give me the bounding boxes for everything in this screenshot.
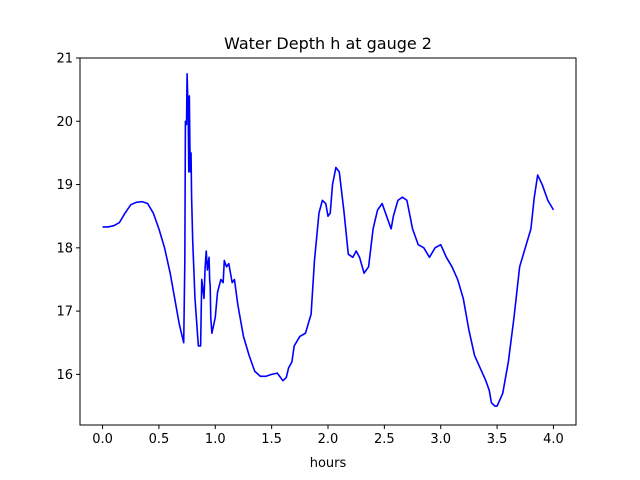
x-tick-label: 3.5 [487,432,508,447]
x-tick-label: 4.0 [543,432,564,447]
chart-title-group: Water Depth h at gauge 2 [224,34,432,53]
y-tick-label: 17 [56,305,73,320]
x-tick-label: 0.5 [149,432,170,447]
x-tick-label: 2.0 [318,432,339,447]
y-tick-label: 20 [56,115,73,130]
x-tick-label: 1.5 [261,432,282,447]
x-tick-label: 0.0 [92,432,113,447]
y-tick-label: 21 [56,52,73,67]
axes-frame [79,57,577,426]
y-tick-label: 19 [56,178,73,193]
ticks-group: 0.0 0.5 1.0 1.5 2.0 2.5 3.0 3.5 4.0 16 17 18 19 20 21 [56,52,563,448]
x-tick-label: 3.0 [430,432,451,447]
chart-title: Water Depth h at gauge 2 [224,34,432,53]
plot-area [102,73,555,407]
x-tick-label: 2.5 [374,432,395,447]
x-tick-label: 1.0 [205,432,226,447]
y-tick-label: 16 [56,368,73,383]
water-depth-series-line [102,73,555,407]
x-axis-label: hours [310,456,347,471]
y-tick-label: 18 [56,241,73,256]
